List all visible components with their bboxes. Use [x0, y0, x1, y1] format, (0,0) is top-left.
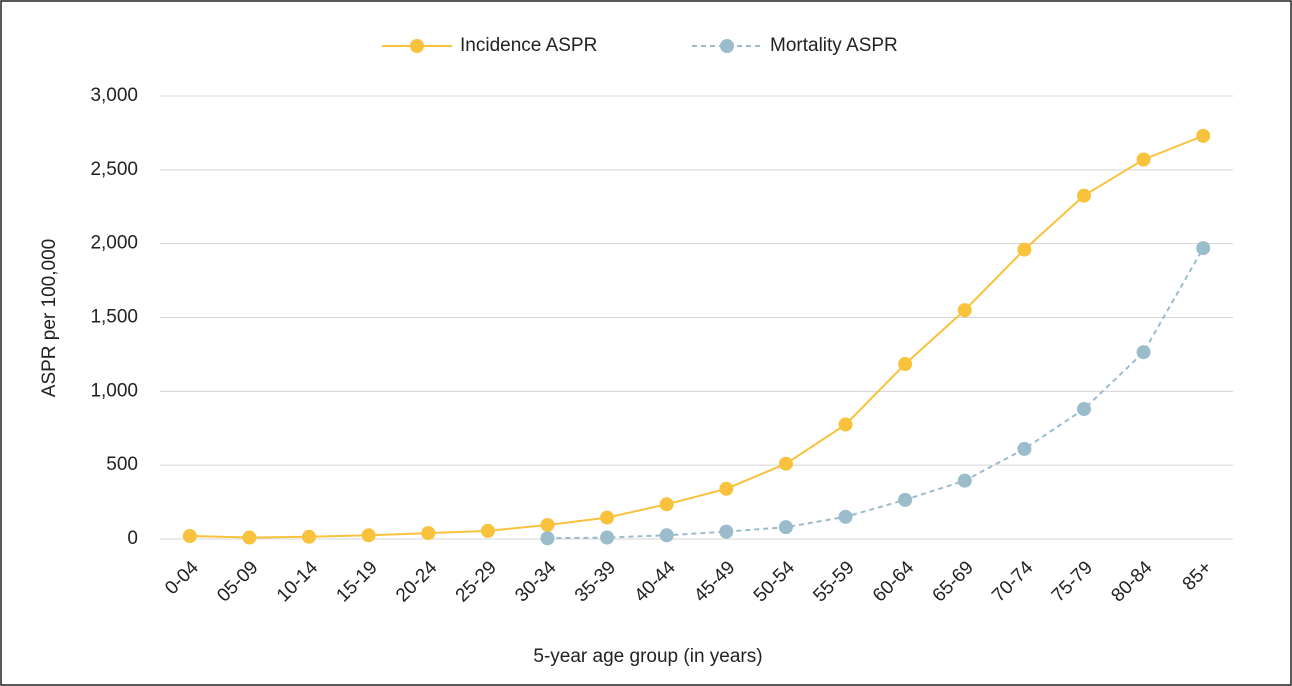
series-point — [778, 520, 793, 535]
y-axis-label: ASPR per 100,000 — [39, 239, 60, 397]
series-point — [957, 473, 972, 488]
y-tick-label: 500 — [106, 454, 138, 475]
y-tick-label: 3,000 — [90, 85, 138, 106]
y-tick-label: 2,000 — [90, 233, 138, 254]
series-point — [1196, 241, 1211, 256]
y-tick-label: 1,500 — [90, 307, 138, 328]
series-point — [540, 517, 555, 532]
series-point — [1017, 441, 1032, 456]
series-point — [838, 417, 853, 432]
series-point — [1076, 188, 1091, 203]
series-point — [1076, 402, 1091, 417]
series-point — [600, 510, 615, 525]
legend-marker — [410, 39, 424, 53]
series-point — [719, 524, 734, 539]
series-point — [957, 303, 972, 318]
series-point — [1136, 152, 1151, 167]
series-point — [659, 528, 674, 543]
y-tick-label: 0 — [127, 528, 138, 549]
series-point — [540, 531, 555, 546]
series-point — [1196, 128, 1211, 143]
series-point — [778, 456, 793, 471]
series-line — [189, 134, 1204, 539]
y-tick-label: 2,500 — [90, 159, 138, 180]
series-point — [600, 530, 615, 545]
legend-label: Mortality ASPR — [770, 35, 898, 56]
y-tick-label: 1,000 — [90, 380, 138, 401]
series-point — [421, 526, 436, 541]
series-point — [480, 523, 495, 538]
series-point — [898, 357, 913, 372]
series-point — [1136, 345, 1151, 360]
series-point — [242, 530, 257, 545]
series-line — [547, 247, 1205, 540]
x-axis-label: 5-year age group (in years) — [533, 646, 762, 667]
series-point — [182, 529, 197, 544]
series-point — [1017, 242, 1032, 257]
series-point — [838, 509, 853, 524]
series-point — [302, 529, 317, 544]
series-point — [719, 481, 734, 496]
series-point — [898, 492, 913, 507]
legend-marker — [720, 39, 734, 53]
series-point — [361, 528, 376, 543]
legend-label: Incidence ASPR — [460, 35, 597, 56]
series-point — [659, 497, 674, 512]
